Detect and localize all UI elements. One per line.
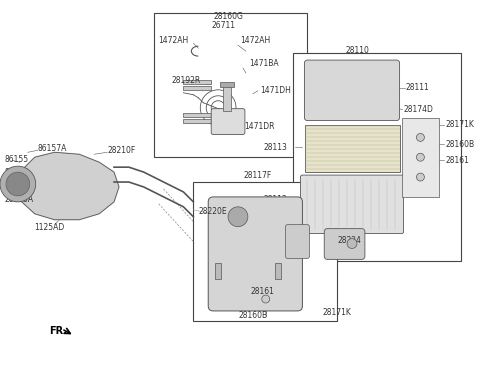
Circle shape	[262, 295, 270, 303]
Bar	[154, 13, 307, 157]
Bar	[402, 118, 439, 197]
Text: 28160B: 28160B	[238, 311, 267, 320]
FancyBboxPatch shape	[304, 60, 399, 121]
Text: 28174D: 28174D	[404, 105, 433, 114]
Text: 17105: 17105	[256, 215, 280, 224]
Text: 86156: 86156	[5, 168, 29, 177]
Text: 28110: 28110	[345, 46, 369, 55]
Text: 28171K: 28171K	[445, 120, 474, 129]
Text: 28111: 28111	[406, 83, 429, 92]
Circle shape	[0, 166, 36, 202]
Text: 28160G: 28160G	[213, 12, 243, 21]
FancyBboxPatch shape	[286, 225, 310, 259]
Circle shape	[228, 207, 248, 227]
Bar	[223, 83, 231, 110]
Bar	[305, 125, 399, 172]
Text: 28210F: 28210F	[107, 146, 135, 155]
FancyBboxPatch shape	[208, 197, 302, 311]
Bar	[183, 80, 211, 84]
Circle shape	[6, 172, 30, 196]
FancyBboxPatch shape	[211, 109, 245, 134]
Bar	[183, 113, 211, 116]
Text: 28113: 28113	[264, 143, 288, 152]
Circle shape	[417, 153, 424, 161]
Text: 1471BA: 1471BA	[249, 58, 278, 68]
Text: 26711: 26711	[211, 21, 235, 30]
Bar	[183, 119, 211, 122]
Bar	[292, 53, 461, 262]
Text: 28220E: 28220E	[198, 207, 227, 216]
Text: 28160B: 28160B	[445, 140, 474, 149]
Bar	[193, 182, 337, 321]
FancyBboxPatch shape	[300, 175, 404, 234]
Bar	[183, 86, 211, 90]
Text: 28213A: 28213A	[5, 195, 34, 204]
Text: 1125AD: 1125AD	[35, 223, 65, 232]
Text: 86157A: 86157A	[37, 144, 67, 153]
Text: 1472AH: 1472AH	[158, 36, 189, 45]
Text: 28171K: 28171K	[323, 308, 351, 317]
Polygon shape	[18, 152, 119, 220]
Bar	[275, 263, 281, 279]
Bar	[220, 82, 234, 87]
Text: 1471DR: 1471DR	[244, 122, 275, 131]
Text: 28161: 28161	[445, 156, 469, 165]
Text: 28161: 28161	[251, 286, 275, 296]
Circle shape	[347, 238, 357, 248]
Circle shape	[417, 134, 424, 141]
Text: FR.: FR.	[49, 326, 68, 336]
Text: 86155: 86155	[5, 155, 29, 164]
Bar	[215, 263, 221, 279]
Text: 28112: 28112	[264, 195, 288, 204]
Text: 1471DH: 1471DH	[260, 86, 291, 95]
Text: 28117F: 28117F	[244, 171, 272, 180]
Text: 1472AH: 1472AH	[240, 36, 271, 45]
Circle shape	[417, 173, 424, 181]
Text: 28192R: 28192R	[172, 76, 201, 86]
Text: 28224: 28224	[337, 236, 361, 245]
FancyBboxPatch shape	[324, 229, 365, 259]
